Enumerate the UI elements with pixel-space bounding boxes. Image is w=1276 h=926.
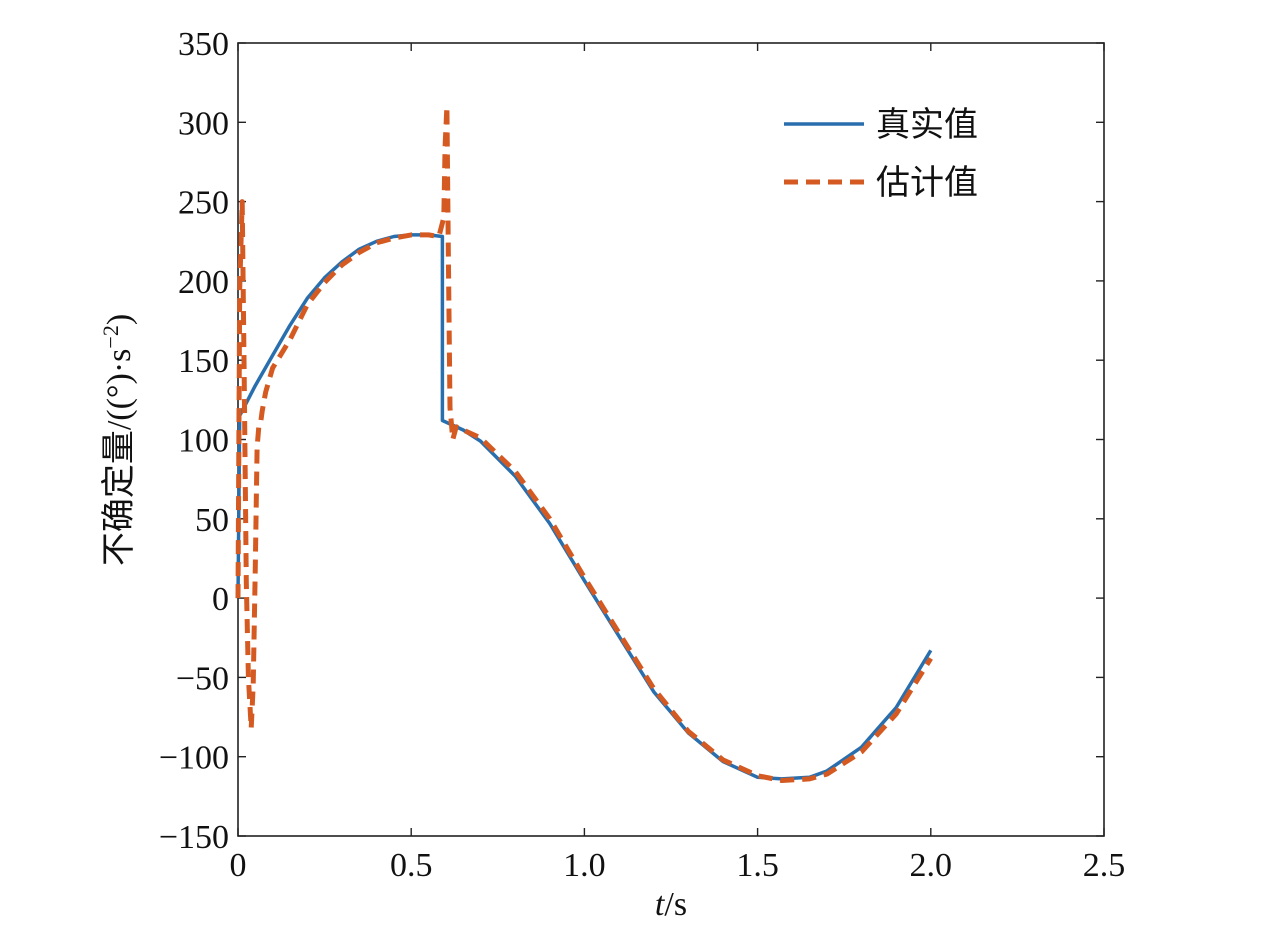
x-tick-label: 2.0 xyxy=(910,847,953,884)
x-axis-title-var: t xyxy=(655,886,666,923)
x-tick-label: 1.5 xyxy=(736,847,779,884)
y-tick-label: −100 xyxy=(159,740,229,777)
series-line-estimated-value xyxy=(235,103,933,783)
x-axis-title-unit: /s xyxy=(664,886,687,923)
y-tick-label: −150 xyxy=(159,819,229,856)
x-tick-label: 1.0 xyxy=(563,847,606,884)
series-layer xyxy=(235,103,933,783)
y-tick-label: 200 xyxy=(178,264,229,301)
y-axis-title: 不确定量/((°)·s−2) xyxy=(98,314,139,566)
x-axis-title: t/s xyxy=(655,886,687,923)
x-tick-label: 2.5 xyxy=(1083,847,1126,884)
y-tick-label: 300 xyxy=(178,105,229,142)
y-tick-label: 0 xyxy=(212,581,229,618)
y-axis-title-close: ) xyxy=(101,314,138,325)
y-tick-label: 100 xyxy=(178,423,229,460)
axes: 0 0.5 1.0 1.5 2.0 2.5 −150 −100 −50 0 50 100 150 200 2… xyxy=(159,26,1125,884)
y-axis-title-exponent: −2 xyxy=(98,325,123,348)
plot-frame xyxy=(237,42,1105,837)
y-tick-label: 350 xyxy=(178,26,229,63)
y-tick-label: 250 xyxy=(178,185,229,222)
y-tick-label: 50 xyxy=(195,502,229,539)
y-tick-label: 150 xyxy=(178,343,229,380)
legend-label: 估计值 xyxy=(876,163,978,203)
x-tick-label: 0 xyxy=(230,847,247,884)
series-line-true-value xyxy=(236,233,933,781)
legend-label: 真实值 xyxy=(876,105,978,145)
y-axis-title-main: 不确定量/((°)·s xyxy=(100,349,138,567)
y-tick-label: −50 xyxy=(176,660,229,697)
x-tick-label: 0.5 xyxy=(390,847,433,884)
